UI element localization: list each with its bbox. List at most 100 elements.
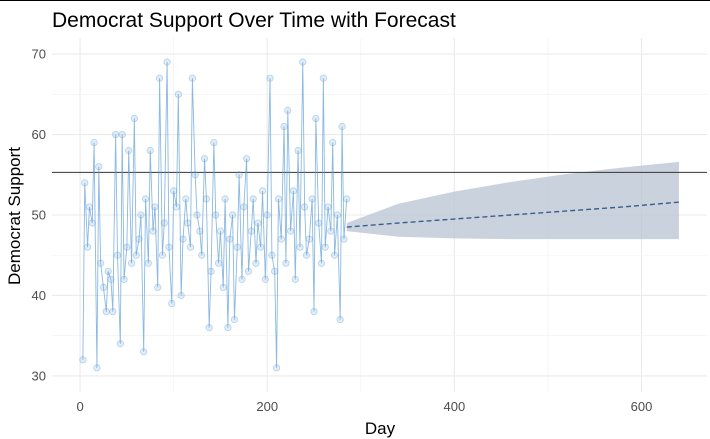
observed-point [127, 259, 136, 267]
observed-point [160, 219, 168, 227]
observed-point [340, 235, 348, 243]
observed-point [254, 219, 262, 227]
observed-point [163, 58, 171, 66]
observed-point [97, 259, 105, 267]
observed-point [257, 243, 265, 251]
observed-point [156, 74, 164, 82]
observed-point [177, 291, 185, 300]
x-tick-label: 0 [76, 399, 83, 414]
observed-point [287, 227, 295, 235]
observed-point [235, 171, 243, 179]
observed-point [184, 219, 192, 227]
observed-point [261, 275, 269, 283]
observed-point [219, 283, 227, 292]
observed-point [123, 243, 131, 251]
observed-point [315, 219, 323, 227]
observed-point [212, 211, 220, 219]
observed-point [299, 58, 307, 66]
x-tick-label: 400 [444, 399, 466, 414]
observed-point [230, 315, 239, 324]
observed-point [324, 203, 332, 211]
observed-point [244, 267, 253, 275]
observed-point [102, 307, 110, 316]
observed-point [200, 155, 209, 163]
observed-point [284, 106, 292, 115]
y-tick-label: 50 [32, 208, 46, 223]
observed-point [221, 195, 229, 203]
observed-point [149, 227, 157, 235]
observed-point [158, 251, 167, 259]
observed-point [302, 251, 311, 259]
x-tick-label: 200 [256, 399, 278, 414]
observed-point [137, 211, 145, 219]
observed-point [83, 243, 92, 251]
observed-point [263, 211, 271, 219]
observed-point [99, 283, 108, 292]
observed-point [266, 74, 274, 82]
observed-point [182, 195, 190, 203]
observed-point [216, 227, 225, 235]
observed-point [109, 307, 117, 316]
observed-point [141, 195, 150, 203]
y-tick-label: 30 [32, 368, 46, 383]
observed-point [207, 267, 215, 275]
observed-point [132, 251, 140, 259]
observed-point [280, 122, 288, 131]
forecast-confidence-band [346, 161, 679, 240]
observed-point [301, 203, 309, 211]
y-tick-label: 40 [32, 288, 46, 303]
observed-point [198, 251, 206, 259]
observed-point [165, 243, 173, 251]
observed-point [272, 364, 281, 372]
observed-point [125, 147, 133, 155]
observed-point [205, 324, 213, 332]
observed-point [338, 122, 346, 131]
observed-point [104, 267, 112, 275]
observed-point [140, 348, 148, 356]
observed-point [333, 211, 341, 219]
observed-point [170, 187, 178, 195]
y-tick-label: 70 [32, 47, 46, 62]
observed-point [233, 243, 241, 251]
observed-point [330, 251, 339, 259]
observed-point [310, 307, 318, 316]
observed-point [130, 114, 138, 123]
observed-point [202, 195, 210, 203]
observed-point [224, 324, 232, 332]
observed-point [312, 114, 320, 123]
observed-point [268, 251, 276, 259]
y-axis-title: Democrat Support [5, 147, 24, 285]
observed-point [258, 187, 267, 195]
observed-point [93, 364, 101, 372]
observed-point [135, 235, 143, 243]
y-tick-label: 60 [32, 127, 46, 142]
observed-point [81, 179, 89, 187]
observed-point [118, 130, 126, 139]
x-tick-labels: 0 200 400 600 [76, 399, 652, 414]
observed-point [249, 195, 257, 203]
observed-point [151, 203, 159, 211]
observed-point [90, 138, 98, 147]
observed-point [95, 163, 103, 171]
observed-point [168, 299, 176, 308]
observed-line [82, 62, 348, 368]
x-tick-label: 600 [631, 399, 653, 414]
observed-point [271, 267, 279, 275]
observed-point [327, 227, 335, 235]
observed-point [317, 259, 326, 267]
observed-point [228, 211, 237, 219]
observed-point [226, 235, 234, 243]
observed-point [188, 74, 196, 82]
observed-point [79, 356, 87, 364]
observed-point [296, 243, 304, 251]
observed-point [107, 275, 115, 283]
observed-point [291, 275, 299, 283]
observed-point [179, 235, 187, 243]
x-axis-title: Day [365, 419, 396, 438]
observed-point [336, 315, 344, 324]
observed-point [277, 235, 285, 243]
y-tick-labels: 30 40 50 60 70 [32, 47, 46, 384]
observed-point [112, 130, 120, 139]
